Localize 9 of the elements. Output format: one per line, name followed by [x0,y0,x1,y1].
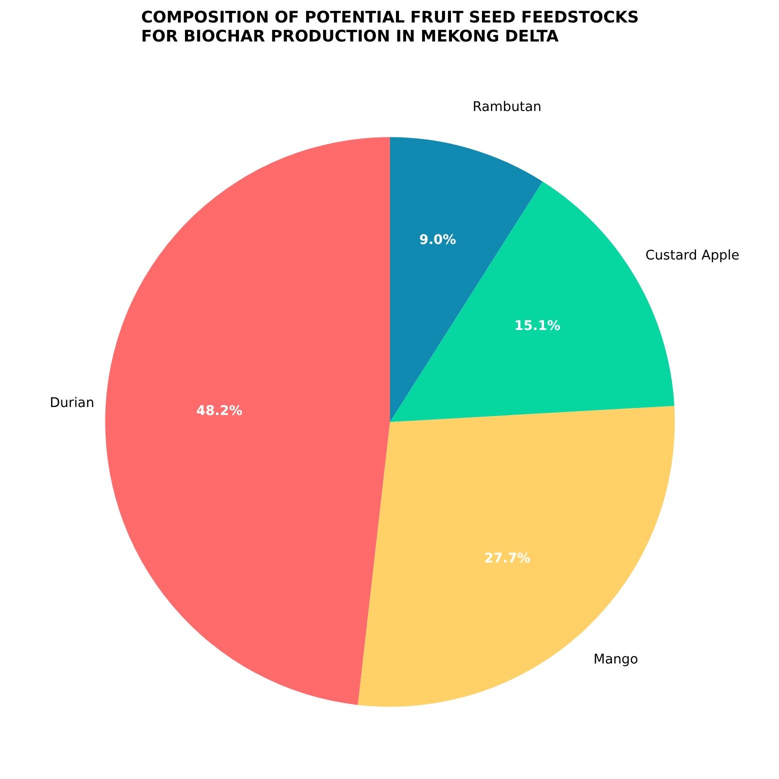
data-label: 9.0% [419,233,456,248]
slice-label: Mango [593,652,638,668]
slice-label: Durian [50,396,94,411]
data-label: 27.7% [484,552,531,567]
data-label: 15.1% [514,318,560,334]
data-label: 48.2% [196,404,243,419]
chart-title: COMPOSITION OF POTENTIAL FRUIT SEED FEEDSTOCKS FOR BIOCHAR PRODUCTION IN MEKONG DELTA [141,8,639,46]
slice-label: Custard Apple [645,248,740,264]
slice-label: Rambutan [472,100,542,116]
